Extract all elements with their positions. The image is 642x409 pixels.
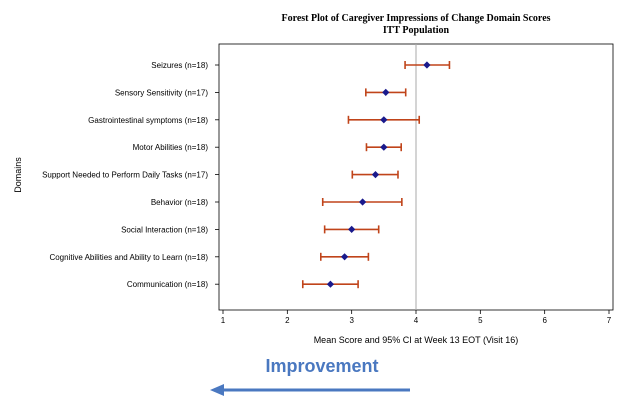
x-tick-label: 4: [414, 316, 419, 325]
x-tick-label: 3: [349, 316, 354, 325]
domain-label: Motor Abilities (n=18): [133, 143, 209, 152]
mean-point: [340, 253, 349, 261]
domain-label: Sensory Sensitivity (n=17): [115, 88, 208, 97]
domain-label: Gastrointestinal symptoms (n=18): [88, 116, 208, 125]
x-tick-label: 7: [607, 316, 612, 325]
chart-subtitle: ITT Population: [383, 25, 450, 36]
y-axis-label: Domains: [13, 157, 23, 193]
chart-title: Forest Plot of Caregiver Impressions of …: [281, 13, 550, 24]
mean-point: [380, 143, 388, 151]
mean-point: [371, 171, 380, 179]
x-tick-label: 5: [478, 316, 483, 325]
domain-label: Social Interaction (n=18): [121, 225, 208, 234]
mean-point: [359, 198, 367, 206]
domain-label: Behavior (n=18): [151, 198, 208, 207]
improvement-label: Improvement: [265, 356, 378, 376]
domain-label: Cognitive Abilities and Ability to Learn…: [49, 253, 208, 262]
mean-point: [423, 61, 431, 69]
x-axis-label: Mean Score and 95% CI at Week 13 EOT (Vi…: [314, 335, 519, 345]
mean-point: [326, 280, 335, 288]
mean-point: [382, 88, 390, 96]
x-tick-label: 2: [285, 316, 290, 325]
domain-label: Communication (n=18): [127, 280, 208, 289]
improvement-arrow: [210, 384, 410, 396]
x-tick-label: 1: [221, 316, 226, 325]
domain-label: Seizures (n=18): [151, 61, 208, 70]
x-tick-label: 6: [542, 316, 547, 325]
mean-point: [348, 225, 356, 233]
domain-label: Support Needed to Perform Daily Tasks (n…: [42, 171, 208, 180]
mean-point: [380, 116, 388, 124]
